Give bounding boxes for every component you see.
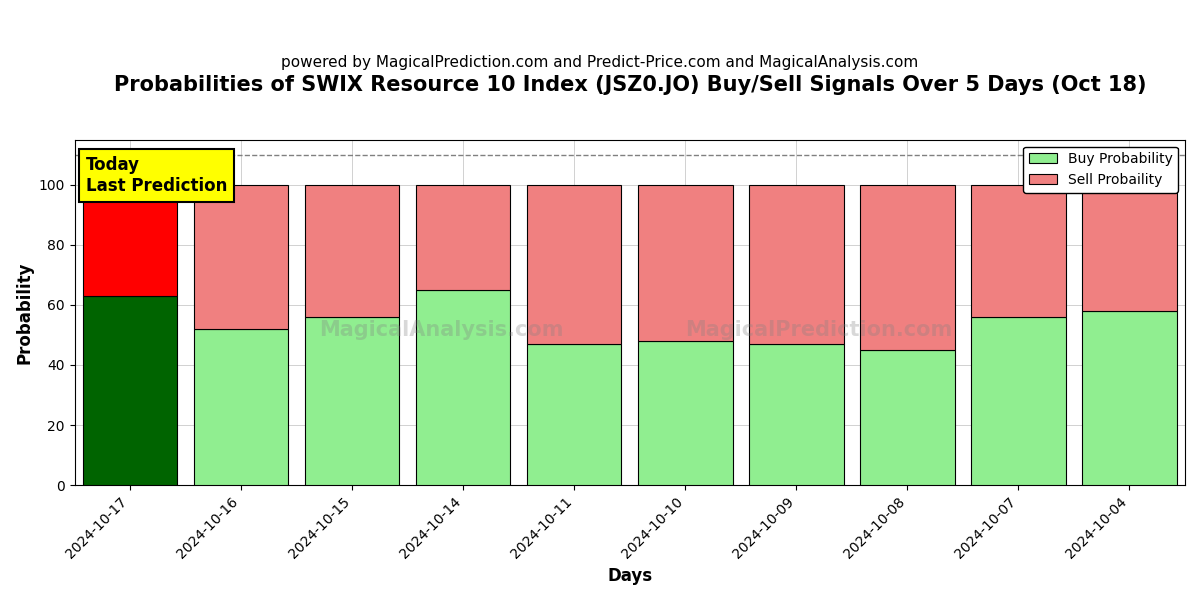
X-axis label: Days: Days (607, 567, 653, 585)
Text: MagicalPrediction.com: MagicalPrediction.com (685, 320, 953, 340)
Bar (860, 185, 955, 350)
Text: powered by MagicalPrediction.com and Predict-Price.com and MagicalAnalysis.com: powered by MagicalPrediction.com and Pre… (281, 55, 919, 70)
Bar (83, 296, 178, 485)
Bar (416, 185, 510, 290)
Y-axis label: Probability: Probability (16, 261, 34, 364)
Bar (527, 344, 622, 485)
Title: Probabilities of SWIX Resource 10 Index (JSZ0.JO) Buy/Sell Signals Over 5 Days (: Probabilities of SWIX Resource 10 Index … (114, 75, 1146, 95)
Bar (83, 185, 178, 296)
Bar (1082, 185, 1177, 311)
Bar (305, 185, 400, 317)
Text: MagicalAnalysis.com: MagicalAnalysis.com (319, 320, 563, 340)
Text: Today
Last Prediction: Today Last Prediction (85, 156, 227, 195)
Bar (638, 185, 732, 341)
Bar (305, 317, 400, 485)
Bar (416, 290, 510, 485)
Bar (194, 185, 288, 329)
Bar (971, 317, 1066, 485)
Bar (749, 185, 844, 344)
Bar (527, 185, 622, 344)
Bar (971, 185, 1066, 317)
Legend: Buy Probability, Sell Probaility: Buy Probability, Sell Probaility (1024, 146, 1178, 193)
Bar (638, 341, 732, 485)
Bar (1082, 311, 1177, 485)
Bar (194, 329, 288, 485)
Bar (860, 350, 955, 485)
Bar (749, 344, 844, 485)
